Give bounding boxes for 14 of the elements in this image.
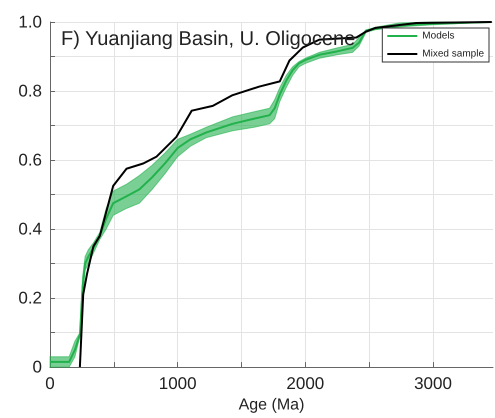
legend-label: Models — [422, 30, 455, 42]
chart-title: F) Yuanjiang Basin, U. Oligocene — [61, 28, 356, 50]
y-tick-label: 0.2 — [18, 288, 42, 308]
y-tick-label: 1.0 — [18, 12, 42, 32]
y-tick-label: 0.4 — [18, 220, 42, 239]
x-axis-title: Age (Ma) — [238, 396, 304, 414]
y-tick-label: 0.6 — [18, 150, 42, 170]
legend-label: Mixed sample — [422, 48, 484, 60]
y-tick-label: 0 — [32, 358, 42, 377]
x-tick-label: 1000 — [158, 374, 197, 394]
y-tick-label: 0.8 — [18, 82, 42, 101]
x-tick-label: 3000 — [414, 374, 452, 394]
x-tick-label: 2000 — [286, 374, 324, 394]
x-tick-label: 0 — [45, 374, 55, 394]
